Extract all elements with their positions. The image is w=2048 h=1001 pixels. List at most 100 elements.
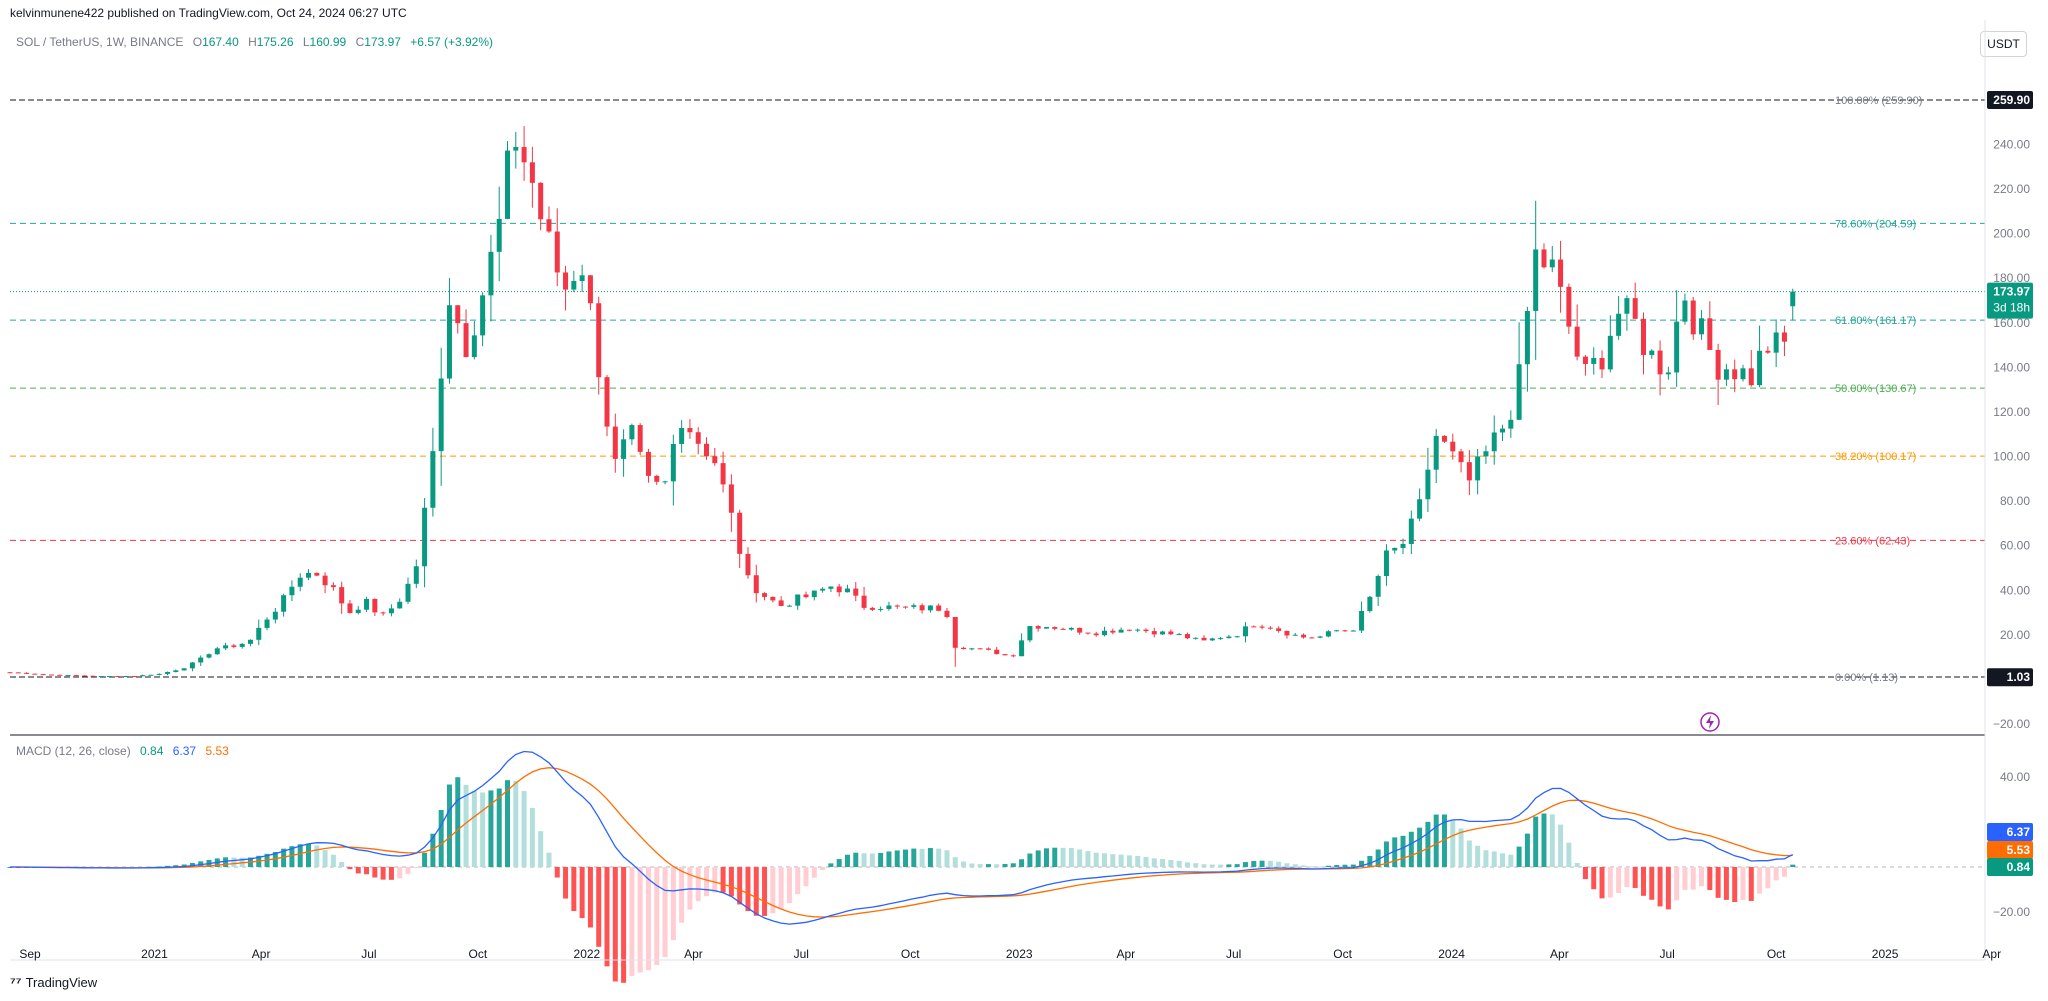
- macd-hist-bar: [322, 850, 328, 867]
- candle-body: [272, 611, 278, 620]
- macd-hist-bar: [422, 852, 428, 867]
- candle-body: [645, 451, 651, 476]
- candle: [148, 674, 154, 676]
- macd-hist-bar: [1077, 849, 1083, 867]
- candle: [546, 206, 552, 233]
- macd-title[interactable]: MACD (12, 26, close): [16, 744, 131, 758]
- candle-body: [1624, 298, 1630, 314]
- candle-body: [1516, 364, 1522, 420]
- candle: [1566, 283, 1572, 334]
- macd-hist-bar: [587, 867, 593, 928]
- time-tick-5: 2022: [574, 947, 601, 961]
- macd-hist-bar: [1699, 867, 1705, 887]
- candle: [1475, 448, 1481, 495]
- open-label: O: [192, 35, 203, 49]
- macd-hist-bar: [1325, 865, 1331, 867]
- candle-body: [1259, 626, 1265, 628]
- candle-body: [919, 605, 925, 611]
- candle-body: [1599, 357, 1605, 370]
- candle: [1334, 630, 1340, 632]
- candle-body: [538, 182, 544, 220]
- macd-hist-bar: [1309, 866, 1315, 868]
- macd-hist-bar: [1193, 863, 1199, 867]
- close-label: C: [355, 35, 365, 49]
- candle-body: [861, 595, 867, 608]
- macd-hist-bar: [753, 867, 759, 916]
- macd-hist-bar: [306, 843, 312, 867]
- candle: [1267, 626, 1273, 630]
- tradingview-logo[interactable]: ⁷⁷ TradingView: [10, 974, 97, 990]
- candle: [1342, 629, 1348, 632]
- candle: [1317, 635, 1323, 639]
- candle: [1533, 200, 1539, 360]
- candle: [40, 673, 46, 676]
- candle: [704, 437, 710, 460]
- low-value: 160.99: [309, 35, 347, 49]
- macd-hist-bar: [1723, 867, 1729, 900]
- candle: [1102, 626, 1108, 637]
- macd-hist-bar: [985, 864, 991, 867]
- macd-hist-bar: [364, 867, 370, 875]
- macd-hist-bar: [1508, 854, 1514, 867]
- macd-tick-1: −20.00: [1993, 905, 2030, 919]
- candle: [687, 419, 693, 439]
- candle: [1359, 601, 1365, 634]
- time-tick-18: Apr: [1982, 947, 2001, 961]
- candle-body: [1350, 630, 1356, 632]
- price-label-2: 1.03: [1987, 668, 2033, 687]
- macd-hist-bar: [1242, 862, 1248, 867]
- candle-body: [1035, 626, 1041, 629]
- macd-hist-bar: [1781, 867, 1787, 877]
- lightning-icon[interactable]: [1700, 712, 1720, 732]
- candle: [32, 673, 38, 675]
- candle: [1301, 633, 1307, 639]
- macd-hist-bar: [911, 848, 917, 867]
- candle: [977, 648, 983, 650]
- candle-body: [587, 275, 593, 304]
- macd-hist-bar: [1060, 847, 1066, 867]
- candle: [679, 420, 685, 453]
- currency-button[interactable]: USDT: [1980, 31, 2027, 57]
- time-tick-9: 2023: [1006, 947, 1033, 961]
- candle-body: [952, 616, 958, 648]
- price-tick-3: 180.00: [1993, 271, 2030, 285]
- candle-body: [762, 593, 768, 597]
- candle: [521, 126, 527, 181]
- candle: [1259, 624, 1265, 630]
- symbol-name[interactable]: SOL / TetherUS, 1W, BINANCE: [16, 35, 184, 49]
- macd-hist-bar: [189, 863, 195, 867]
- fib-label-5: 23.60% (62.43): [1835, 535, 1910, 547]
- macd-hist-bar: [695, 867, 701, 902]
- time-tick-0: Sep: [19, 947, 41, 961]
- candle: [364, 596, 370, 612]
- candle: [695, 427, 701, 455]
- macd-hist-bar: [1027, 853, 1033, 867]
- candle-body: [1425, 469, 1431, 500]
- candle-body: [1392, 547, 1398, 551]
- candle-body: [1475, 456, 1481, 481]
- candle-body: [911, 605, 917, 607]
- candle: [1665, 366, 1671, 380]
- candle-body: [687, 428, 693, 433]
- price-tick-6: 120.00: [1993, 405, 2030, 419]
- time-tick-10: Apr: [1116, 947, 1135, 961]
- macd-hist-bar: [1616, 867, 1622, 893]
- macd-hist-bar: [355, 867, 361, 874]
- candle: [1292, 632, 1298, 636]
- time-tick-17: 2025: [1872, 947, 1899, 961]
- candle-body: [1068, 627, 1074, 630]
- macd-hist-bar: [1110, 854, 1116, 867]
- candle: [1649, 349, 1655, 359]
- candle-body: [1757, 350, 1763, 386]
- candle: [239, 643, 245, 649]
- time-tick-3: Jul: [361, 947, 376, 961]
- macd-signal-value: 5.53: [205, 744, 229, 758]
- candle-body: [1218, 638, 1224, 640]
- candle: [140, 674, 146, 677]
- candle: [65, 675, 71, 677]
- macd-hist-bar: [1599, 867, 1605, 899]
- candle: [480, 292, 486, 347]
- candle: [446, 278, 452, 384]
- macd-hist-bar: [1118, 854, 1124, 867]
